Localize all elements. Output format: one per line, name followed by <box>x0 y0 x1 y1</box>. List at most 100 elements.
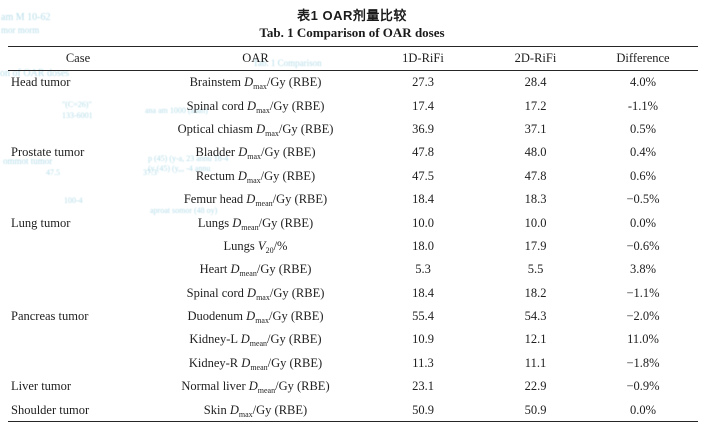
oar-cell: Rectum Dmax/Gy (RBE) <box>148 165 363 188</box>
oar-cell: Lungs V20/% <box>148 235 363 258</box>
oar-cell: Skin Dmax/Gy (RBE) <box>148 398 363 421</box>
oar-cell: Duodenum Dmax/Gy (RBE) <box>148 305 363 328</box>
case-cell <box>8 188 148 211</box>
oar-cell: Normal liver Dmean/Gy (RBE) <box>148 375 363 398</box>
difference-cell: 0.0% <box>629 215 657 230</box>
table-title-english: Tab. 1 Comparison of OAR doses <box>259 25 445 40</box>
value-1d-cell: 10.0 <box>412 215 434 230</box>
oar-organ-label: Spinal cord <box>186 98 248 113</box>
value-2d-cell: 18.3 <box>524 192 547 207</box>
dose-symbol: D <box>244 75 254 90</box>
dose-symbol: D <box>230 262 240 277</box>
oar-comparison-table: Case OAR 1D-RiFi 2D-RiFi Difference Head… <box>8 46 698 422</box>
difference-cell: 0.0% <box>629 402 657 417</box>
dose-unit-label: /Gy (RBE) <box>260 168 316 183</box>
dose-symbol: D <box>238 145 248 160</box>
case-cell: Shoulder tumor <box>11 402 90 417</box>
dose-subscript: mean <box>257 386 276 396</box>
oar-cell: Kidney-R Dmean/Gy (RBE) <box>148 352 363 375</box>
dose-symbol: D <box>237 168 247 183</box>
table-row: Head tumor Brainstem Dmax/Gy (RBE) 27.3 28.… <box>8 71 698 95</box>
dose-unit-label: /% <box>273 238 288 253</box>
table-body: Head tumor Brainstem Dmax/Gy (RBE) 27.3 28.… <box>8 71 698 422</box>
dose-unit-label: /Gy (RBE) <box>266 75 322 90</box>
case-cell <box>8 118 148 141</box>
header-difference: Difference <box>616 51 670 65</box>
value-1d-cell: 27.3 <box>412 75 434 90</box>
oar-cell: Kidney-L Dmean/Gy (RBE) <box>148 328 363 351</box>
table-row: Spinal cord Dmax/Gy (RBE) 17.4 17.2 -1.1% <box>8 94 698 117</box>
difference-cell: −1.8% <box>626 355 660 370</box>
case-cell <box>8 328 148 351</box>
case-cell <box>8 282 148 305</box>
dose-subscript: mean <box>241 222 259 232</box>
value-1d-cell: 18.0 <box>412 238 434 253</box>
value-2d-cell: 54.3 <box>524 309 547 324</box>
table-row: Optical chiasm Dmax/Gy (RBE) 36.9 37.1 0.5% <box>8 118 698 141</box>
dose-symbol: D <box>240 332 250 347</box>
oar-organ-label: Kidney-R <box>188 355 242 370</box>
dose-subscript: max <box>238 409 253 419</box>
dose-subscript: max <box>255 316 269 326</box>
case-cell <box>8 258 148 281</box>
oar-organ-label: Heart <box>199 262 231 277</box>
dose-symbol: D <box>246 192 256 207</box>
difference-cell: 11.0% <box>627 332 659 347</box>
dose-unit-label: /Gy (RBE) <box>256 262 312 277</box>
oar-cell: Femur head Dmean/Gy (RBE) <box>148 188 363 211</box>
value-2d-cell: 11.1 <box>524 355 547 370</box>
value-2d-cell: 37.1 <box>524 121 547 136</box>
case-cell <box>8 165 148 188</box>
difference-cell: 3.8% <box>629 262 657 277</box>
value-1d-cell: 17.4 <box>412 98 434 113</box>
dose-symbol: D <box>246 309 256 324</box>
difference-cell: −0.5% <box>626 192 660 207</box>
table-row: Liver tumor Normal liver Dmean/Gy (RBE) 23… <box>8 375 698 398</box>
oar-cell: Heart Dmean/Gy (RBE) <box>148 258 363 281</box>
oar-organ-label: Normal liver <box>181 379 249 394</box>
dose-symbol: V <box>257 238 266 253</box>
difference-cell: −1.1% <box>626 285 660 300</box>
table-row: Lungs V20/% 18.0 17.9 −0.6% <box>8 235 698 258</box>
dose-unit-label: /Gy (RBE) <box>272 192 328 207</box>
oar-cell: Spinal cord Dmax/Gy (RBE) <box>148 94 363 117</box>
dose-subscript: mean <box>255 199 273 209</box>
table-row: Kidney-R Dmean/Gy (RBE) 11.3 11.1 −1.8% <box>8 352 698 375</box>
value-1d-cell: 18.4 <box>412 192 434 207</box>
table-header-row: Case OAR 1D-RiFi 2D-RiFi Difference <box>8 46 698 71</box>
table-row: Spinal cord Dmax/Gy (RBE) 18.4 18.2 −1.1% <box>8 282 698 305</box>
dose-unit-label: /Gy (RBE) <box>278 121 334 136</box>
oar-organ-label: Lungs <box>223 238 258 253</box>
oar-organ-label: Kidney-L <box>189 332 241 347</box>
difference-cell: −2.0% <box>626 309 660 324</box>
dose-symbol: D <box>248 379 258 394</box>
dose-unit-label: /Gy (RBE) <box>275 379 330 394</box>
oar-cell: Lungs Dmean/Gy (RBE) <box>148 211 363 234</box>
value-1d-cell: 18.4 <box>412 285 434 300</box>
dose-symbol: D <box>247 98 257 113</box>
value-2d-cell: 5.5 <box>527 262 544 277</box>
table-row: Lung tumor Lungs Dmean/Gy (RBE) 10.0 10.0 0.… <box>8 211 698 234</box>
value-2d-cell: 17.9 <box>524 238 547 253</box>
dose-unit-label: /Gy (RBE) <box>267 355 323 370</box>
case-cell: Pancreas tumor <box>11 309 89 324</box>
dose-subscript: max <box>247 152 261 162</box>
dose-subscript: mean <box>249 339 268 349</box>
oar-organ-label: Bladder <box>195 145 239 160</box>
oar-organ-label: Femur head <box>183 192 247 207</box>
oar-organ-label: Spinal cord <box>186 285 248 300</box>
dose-symbol: D <box>232 215 242 230</box>
value-2d-cell: 22.9 <box>524 379 547 394</box>
dose-unit-label: /Gy (RBE) <box>268 309 324 324</box>
value-1d-cell: 55.4 <box>412 309 434 324</box>
difference-cell: 0.4% <box>629 145 657 160</box>
difference-cell: 4.0% <box>629 75 657 90</box>
value-1d-cell: 10.9 <box>412 332 434 347</box>
dose-subscript: max <box>256 105 270 115</box>
case-cell <box>8 94 148 117</box>
oar-organ-label: Optical chiasm <box>177 121 257 136</box>
value-1d-cell: 11.3 <box>412 355 434 370</box>
case-cell: Head tumor <box>11 75 71 90</box>
oar-organ-label: Skin <box>203 402 230 417</box>
oar-cell: Spinal cord Dmax/Gy (RBE) <box>148 282 363 305</box>
